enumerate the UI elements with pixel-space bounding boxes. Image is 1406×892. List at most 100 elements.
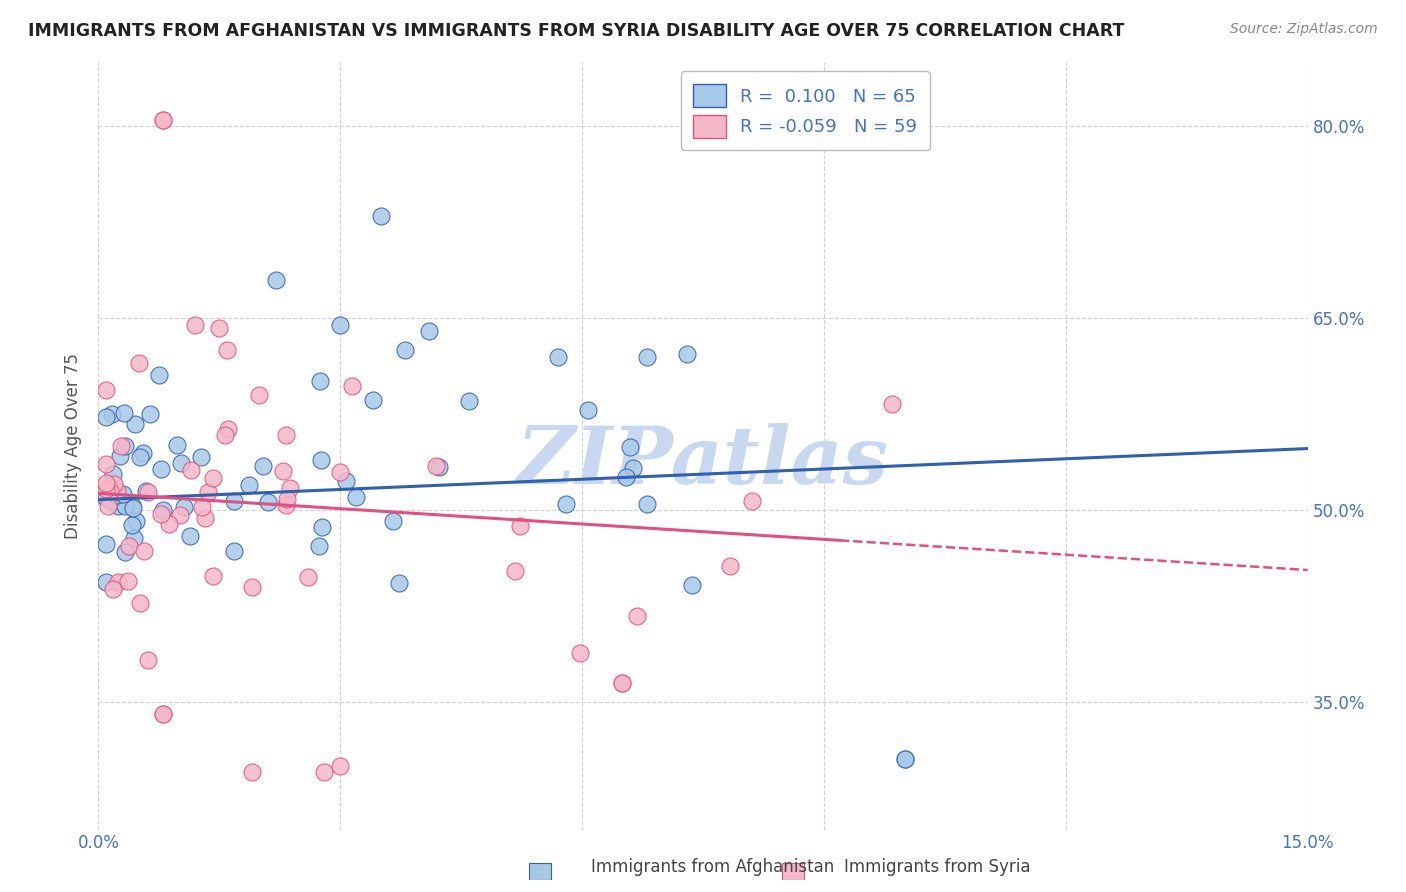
Point	[418, 324, 440, 338]
Point	[278, 481, 301, 495]
Point	[139, 407, 162, 421]
Text: Immigrants from Syria: Immigrants from Syria	[844, 858, 1031, 876]
Point	[96, 491, 118, 505]
Point	[114, 439, 136, 453]
Point	[201, 471, 224, 485]
Point	[893, 752, 915, 766]
Point	[264, 273, 287, 287]
Point	[148, 368, 170, 383]
Point	[197, 484, 219, 499]
Point	[169, 508, 191, 522]
Point	[311, 520, 333, 534]
Point	[276, 498, 298, 512]
Point	[152, 503, 174, 517]
Point	[190, 500, 212, 514]
Point	[129, 450, 152, 465]
Point	[505, 564, 527, 578]
Point	[180, 463, 202, 477]
Point	[98, 483, 121, 498]
Point	[882, 397, 904, 411]
Point	[576, 402, 599, 417]
Point	[125, 514, 148, 528]
Point	[240, 580, 263, 594]
Point	[612, 675, 634, 690]
Point	[222, 493, 245, 508]
Point	[238, 478, 260, 492]
Point	[114, 499, 136, 513]
Point	[170, 456, 193, 470]
Point	[166, 438, 188, 452]
Point	[101, 582, 124, 596]
Point	[128, 356, 150, 370]
Point	[329, 758, 352, 772]
Point	[614, 469, 637, 483]
Point	[152, 707, 174, 722]
Point	[893, 752, 915, 766]
Point	[425, 459, 447, 474]
Point	[134, 544, 156, 558]
Point	[555, 496, 578, 510]
Point	[222, 544, 245, 558]
Point	[297, 570, 319, 584]
Point	[217, 422, 239, 436]
Point	[626, 608, 648, 623]
Point	[132, 446, 155, 460]
Point	[117, 539, 139, 553]
Point	[105, 488, 128, 502]
Point	[111, 486, 134, 500]
Point	[121, 498, 143, 512]
Point	[214, 428, 236, 442]
Point	[612, 675, 634, 690]
Point	[240, 765, 263, 780]
Point	[308, 374, 330, 388]
Point	[97, 499, 120, 513]
Point	[311, 452, 333, 467]
Point	[96, 574, 118, 589]
Point	[636, 350, 658, 364]
Point	[387, 576, 409, 591]
Point	[427, 459, 450, 474]
Point	[547, 350, 569, 364]
Point	[103, 467, 125, 481]
Point	[179, 529, 201, 543]
Point	[136, 485, 159, 500]
Point	[308, 539, 330, 553]
Point	[340, 379, 363, 393]
Point	[122, 501, 145, 516]
Point	[124, 417, 146, 432]
Point	[96, 383, 118, 397]
Y-axis label: Disability Age Over 75: Disability Age Over 75	[65, 353, 83, 539]
Point	[202, 569, 225, 583]
Point	[121, 518, 143, 533]
Point	[208, 321, 231, 335]
Point	[335, 474, 357, 488]
Point	[149, 462, 172, 476]
Point	[117, 574, 139, 588]
Point	[114, 545, 136, 559]
Point	[157, 516, 180, 531]
Point	[249, 387, 271, 401]
Point	[107, 575, 129, 590]
Point	[256, 494, 278, 508]
Point	[96, 482, 118, 496]
Point	[676, 347, 699, 361]
Point	[190, 450, 212, 464]
Point	[718, 558, 741, 573]
Point	[621, 460, 644, 475]
Point	[329, 318, 352, 332]
Point	[110, 440, 132, 454]
Point	[112, 405, 135, 419]
Point	[193, 510, 215, 524]
Text: ZIPatlas: ZIPatlas	[517, 423, 889, 500]
Point	[103, 476, 125, 491]
Point	[100, 493, 122, 508]
Point	[382, 514, 405, 528]
Legend: R =  0.100   N = 65, R = -0.059   N = 59: R = 0.100 N = 65, R = -0.059 N = 59	[681, 71, 929, 151]
Point	[394, 343, 416, 357]
Point	[128, 596, 150, 610]
Point	[96, 410, 118, 425]
Point	[136, 652, 159, 666]
Point	[173, 500, 195, 514]
Point	[370, 209, 392, 223]
Text: Source: ZipAtlas.com: Source: ZipAtlas.com	[1230, 22, 1378, 37]
